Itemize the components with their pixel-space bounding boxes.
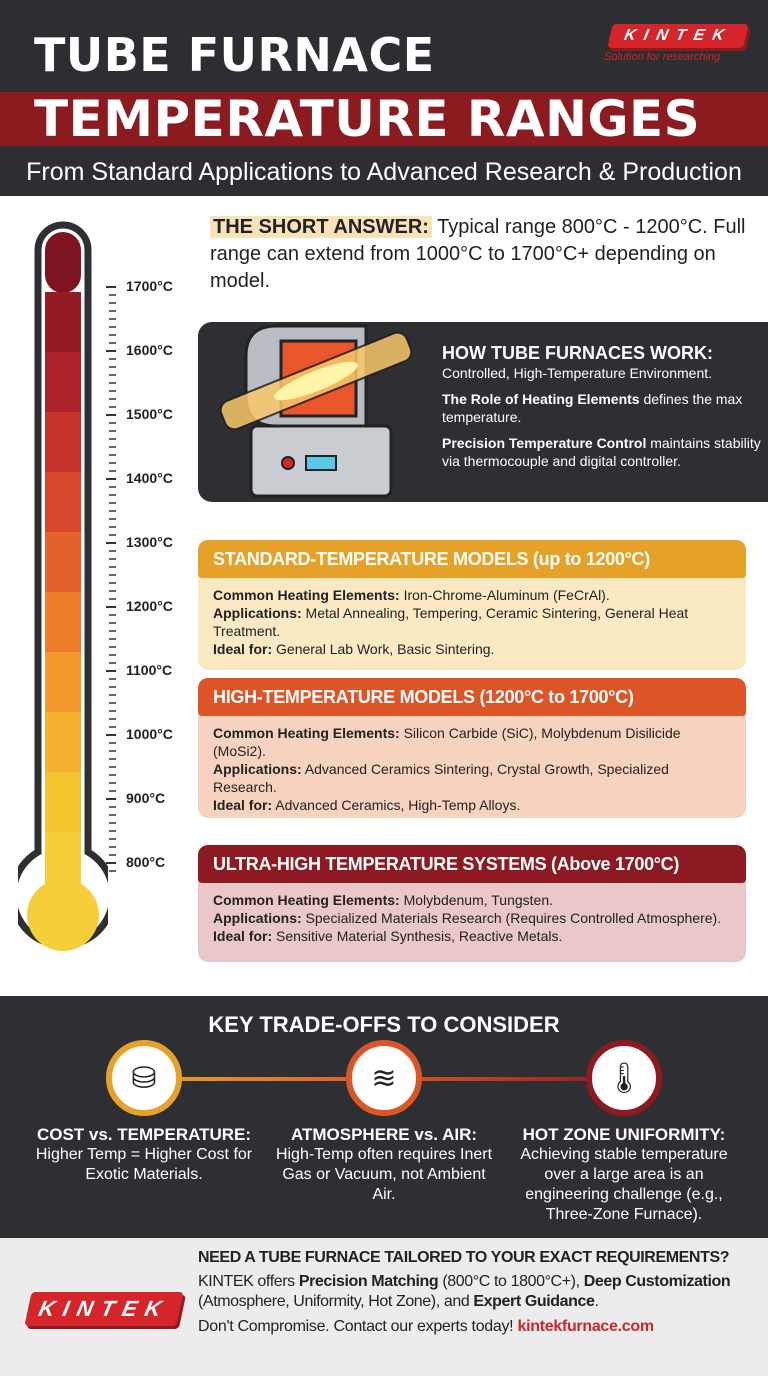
tradeoff-atmosphere: ATMOSPHERE vs. AIR: High-Temp often requi… [269,1125,499,1205]
how-line-1: Controlled, High-Temperature Environment… [442,365,713,381]
bold: Expert Guidance [473,1293,595,1310]
thermometer-band [45,352,81,413]
kintek-logo: KINTEK [24,1292,184,1326]
value: General Lab Work, Basic Sintering. [272,641,495,657]
text: KINTEK offers [198,1273,299,1290]
website-link[interactable]: kintekfurnace.com [517,1318,654,1335]
short-answer: THE SHORT ANSWER: Typical range 800°C - … [210,214,750,295]
label: Common Heating Elements: [213,892,400,908]
thermometer-bulb [27,879,99,951]
tradeoff-title: ATMOSPHERE vs. AIR: [290,1125,478,1144]
temperature-label: 1500°C [126,406,173,422]
thermometer-icon [18,221,108,951]
tradeoff-cost: COST vs. TEMPERATURE: Higher Temp = Highe… [29,1125,259,1185]
tagline: Solution for researching [604,51,721,63]
thermometer-band [45,292,81,353]
tradeoff-title: HOT ZONE UNIFORMITY: [522,1125,726,1144]
value: Silicon Carbide (SiC), Molybdenum Disili… [213,725,681,759]
coins-vs-icon: ⛁ [106,1040,182,1116]
cta-contact: Don't Compromise. Contact our experts to… [198,1317,764,1337]
label: Ideal for: [213,797,273,813]
tradeoff-uniformity: HOT ZONE UNIFORMITY: Achieving stable tem… [509,1125,739,1225]
thermometer-band [45,712,81,773]
value: Specialized Materials Research (Requires… [301,910,722,926]
short-answer-label: THE SHORT ANSWER: [210,216,432,238]
text: (800°C to 1800°C+), [438,1273,584,1290]
thermometer-band [45,772,81,833]
label: Ideal for: [213,928,273,944]
title-line-2: TEMPERATURE RANGES [34,90,701,148]
value: Metal Annealing, Tempering, Ceramic Sint… [213,605,689,639]
how-bold-2: The Role of Heating Elements [442,391,640,407]
thermometer-icon: 🌡 [586,1040,662,1116]
tube-furnace-illustration [219,324,413,498]
card-title: STANDARD-TEMPERATURE MODELS (up to 1200°… [198,540,746,578]
kintek-logo: KINTEK [607,24,749,48]
title-line-1: TUBE FURNACE [34,28,435,82]
thermometer-band [45,232,81,293]
tradeoff-text: Higher Temp = Higher Cost for Exotic Mat… [35,1146,253,1183]
temperature-label: 1400°C [126,470,173,486]
label: Ideal for: [213,641,273,657]
standard-models-card: STANDARD-TEMPERATURE MODELS (up to 1200°… [198,540,746,670]
tradeoffs-section [0,996,768,1238]
temperature-label: 1600°C [126,342,173,358]
title-band [0,92,768,146]
wind-icon: ≋ [346,1040,422,1116]
cta-content: NEED A TUBE FURNACE TAILORED TO YOUR EXA… [198,1248,764,1337]
temperature-label: 1200°C [126,598,173,614]
bold: Deep Customization [583,1273,731,1290]
subtitle: From Standard Applications to Advanced R… [26,158,742,186]
scale-ticks [106,286,116,872]
temperature-label: 1700°C [126,278,173,294]
card-body: Common Heating Elements: Silicon Carbide… [213,724,736,814]
bold: Precision Matching [298,1273,439,1290]
card-title: ULTRA-HIGH TEMPERATURE SYSTEMS (Above 17… [198,845,746,883]
tradeoff-text: Achieving stable temperature over a larg… [520,1146,728,1223]
thermometer-band [45,472,81,533]
cta-body: KINTEK offers Precision Matching (800°C … [198,1272,764,1312]
temperature-label: 1000°C [126,726,173,742]
high-temp-models-card: HIGH-TEMPERATURE MODELS (1200°C to 1700°… [198,678,746,818]
thermometer-band [45,592,81,653]
ultra-high-systems-card: ULTRA-HIGH TEMPERATURE SYSTEMS (Above 17… [198,845,746,962]
card-body: Common Heating Elements: Molybdenum, Tun… [213,891,736,945]
cta-title: NEED A TUBE FURNACE TAILORED TO YOUR EXA… [198,1249,730,1266]
how-it-works-panel: HOW TUBE FURNACES WORK: Controlled, High… [198,322,768,502]
how-text-2: defines the max temperature. [442,391,743,425]
value: Advanced Ceramics Sintering, Crystal Gro… [213,761,669,795]
tradeoffs-title: KEY TRADE-OFFS TO CONSIDER [208,1012,560,1037]
how-text-3: maintains stability via thermocouple and… [442,435,761,469]
temperature-label: 800°C [126,854,166,870]
value: Molybdenum, Tungsten. [399,892,554,908]
temperature-label: 1100°C [126,662,173,678]
label: Applications: [213,910,302,926]
temperature-label: 1300°C [126,534,173,550]
text: Don't Compromise. Contact our experts to… [198,1318,518,1335]
value: Advanced Ceramics, High-Temp Alloys. [272,797,521,813]
label: Common Heating Elements: [213,587,400,603]
how-it-works-text: HOW TUBE FURNACES WORK: Controlled, High… [442,344,762,478]
label: Applications: [213,605,302,621]
text: (Atmosphere, Uniformity, Hot Zone), and [198,1293,474,1310]
text: . [594,1293,599,1310]
thermometer-band [45,652,81,713]
tradeoff-title: COST vs. TEMPERATURE: [36,1125,252,1144]
value: Sensitive Material Synthesis, Reactive M… [272,928,563,944]
value: Iron-Chrome-Aluminum (FeCrAl). [399,587,610,603]
tradeoff-text: High-Temp often requires Inert Gas or Va… [275,1146,493,1203]
label: Applications: [213,761,302,777]
thermometer-band [45,412,81,473]
card-title: HIGH-TEMPERATURE MODELS (1200°C to 1700°… [198,678,746,716]
card-body: Common Heating Elements: Iron-Chrome-Alu… [213,586,736,658]
label: Common Heating Elements: [213,725,400,741]
how-bold-3: Precision Temperature Control [442,435,647,451]
short-answer-text: Typical range 800°C - 1200°C. Full range… [210,216,746,292]
temperature-label: 900°C [126,790,166,806]
thermometer-band [45,532,81,593]
how-title: HOW TUBE FURNACES WORK: [442,343,713,363]
